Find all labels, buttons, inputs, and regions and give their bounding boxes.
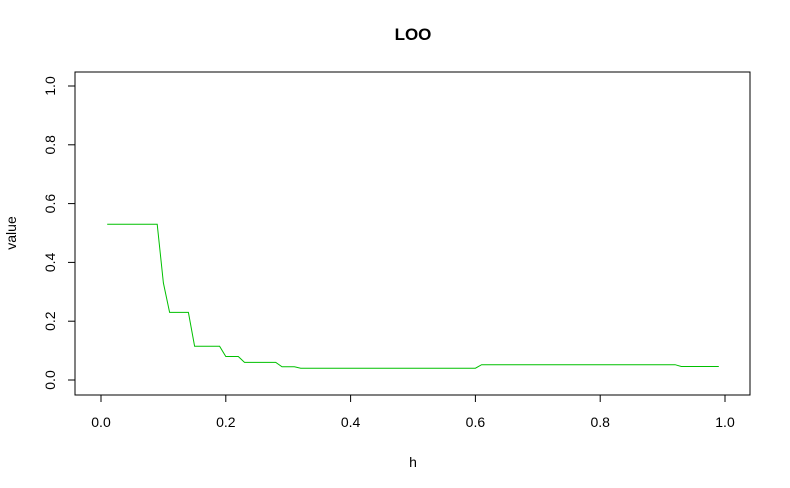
y-tick-label: 0.6	[42, 194, 58, 214]
series-group	[107, 223, 719, 369]
y-tick-label: 0.8	[42, 135, 58, 155]
x-tick-label: 0.6	[466, 414, 486, 430]
series-line	[107, 223, 719, 369]
y-tick-label: 0.0	[42, 370, 58, 390]
x-tick-label: 1.0	[715, 414, 735, 430]
x-tick-label: 0.0	[91, 414, 111, 430]
x-tick-label: 0.4	[341, 414, 361, 430]
y-axis-label: value	[3, 216, 19, 250]
y-axis: 0.0 0.2 0.4 0.6 0.8 1.0	[42, 76, 76, 390]
x-tick-label: 0.8	[590, 414, 610, 430]
y-tick-label: 0.2	[42, 311, 58, 331]
y-tick-label: 0.4	[42, 252, 58, 272]
x-axis-label: h	[409, 454, 417, 470]
x-tick-label: 0.2	[216, 414, 236, 430]
y-tick-label: 1.0	[42, 76, 58, 96]
chart-title: LOO	[395, 25, 432, 44]
x-axis: 0.0 0.2 0.4 0.6 0.8 1.0	[91, 394, 735, 430]
plot-frame	[74, 71, 751, 396]
